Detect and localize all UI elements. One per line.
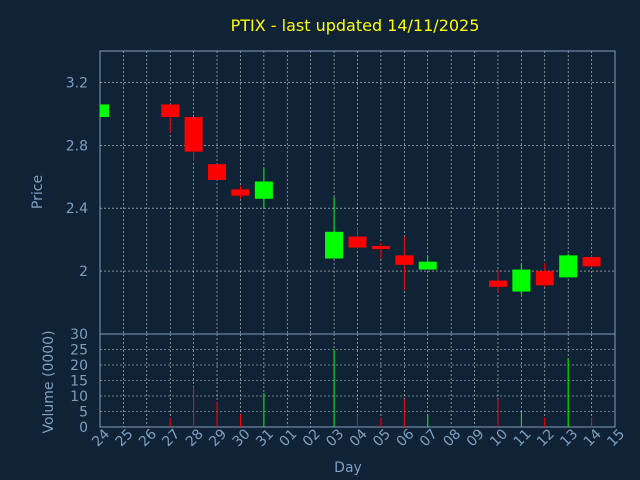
candle-body bbox=[371, 245, 390, 250]
candle-body bbox=[559, 255, 578, 278]
x-axis: 24 25 26 27 28 29 30 31 01 02 03 04 05 06 07 08 09 10 11 12… bbox=[89, 426, 628, 450]
x-tick-label: 10 bbox=[487, 426, 511, 450]
x-tick-label: 14 bbox=[581, 426, 605, 450]
x-tick-label: 05 bbox=[370, 426, 394, 450]
volume-axis-label: Volume (0000) bbox=[41, 330, 57, 433]
price-tick-label: 2.4 bbox=[66, 201, 88, 217]
x-axis-label: Day bbox=[334, 460, 362, 476]
price-axis-label: Price bbox=[30, 175, 46, 209]
x-tick-label: 29 bbox=[206, 426, 230, 450]
x-tick-label: 27 bbox=[159, 426, 183, 450]
x-tick-label: 26 bbox=[136, 426, 160, 450]
candle-body bbox=[395, 255, 414, 265]
x-tick-label: 28 bbox=[183, 426, 207, 450]
candle-body bbox=[535, 271, 554, 286]
x-tick-label: 04 bbox=[347, 426, 371, 450]
volume-tick-label: 0 bbox=[79, 420, 88, 436]
candle-body bbox=[208, 164, 227, 180]
candle-body bbox=[254, 181, 273, 199]
x-tick-label: 31 bbox=[253, 426, 277, 450]
candle-body bbox=[582, 256, 601, 267]
candle-body bbox=[161, 104, 180, 118]
x-tick-label: 06 bbox=[394, 426, 418, 450]
x-tick-label: 07 bbox=[417, 426, 441, 450]
x-tick-label: 11 bbox=[511, 426, 535, 450]
volume-tick-label: 25 bbox=[70, 343, 88, 359]
candle-body bbox=[184, 117, 203, 152]
x-tick-label: 12 bbox=[534, 426, 558, 450]
x-tick-label: 02 bbox=[300, 426, 324, 450]
chart-title: PTIX - last updated 14/11/2025 bbox=[231, 16, 480, 35]
volume-tick-label: 5 bbox=[79, 405, 88, 421]
x-tick-label: 08 bbox=[440, 426, 464, 450]
volume-tick-label: 20 bbox=[70, 358, 88, 374]
candle-body bbox=[512, 269, 531, 292]
volume-tick-label: 15 bbox=[70, 374, 88, 390]
x-tick-label: 13 bbox=[557, 426, 581, 450]
candle-body bbox=[231, 189, 250, 196]
x-tick-label: 25 bbox=[113, 426, 137, 450]
x-tick-label: 09 bbox=[464, 426, 488, 450]
volume-tick-label: 30 bbox=[70, 327, 88, 343]
x-tick-label: 15 bbox=[604, 426, 628, 450]
x-tick-label: 30 bbox=[230, 426, 254, 450]
price-tick-label: 2 bbox=[79, 264, 88, 280]
volume-tick-label: 10 bbox=[70, 389, 88, 405]
candle-body bbox=[418, 261, 437, 270]
x-tick-label: 24 bbox=[89, 426, 113, 450]
price-tick-label: 2.8 bbox=[66, 138, 88, 154]
candle-body bbox=[348, 236, 367, 248]
candle-body bbox=[100, 104, 109, 118]
candle-body bbox=[325, 231, 344, 259]
price-tick-label: 3.2 bbox=[66, 75, 88, 91]
x-tick-label: 03 bbox=[323, 426, 347, 450]
price-panel: 3.2 2.8 2.4 2 bbox=[66, 50, 616, 335]
candle-body bbox=[488, 280, 507, 287]
x-tick-label: 01 bbox=[276, 426, 300, 450]
